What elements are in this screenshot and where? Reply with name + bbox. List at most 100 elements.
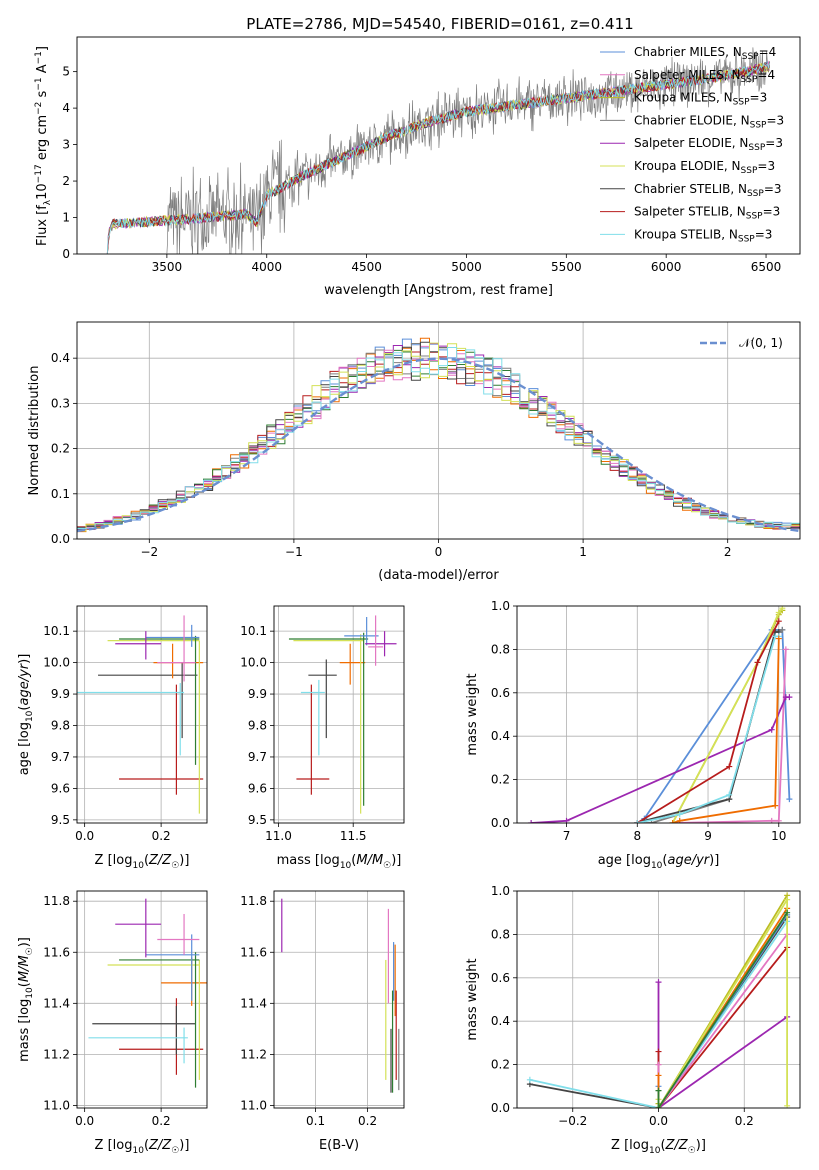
errorbar-point xyxy=(145,624,200,647)
y-axis-label: mass [log10(M/M☉)] xyxy=(17,937,35,1062)
legend-entry: Kroupa MILES, NSSP=3 xyxy=(634,91,767,108)
x-tick-label: 0.2 xyxy=(358,1114,377,1128)
model-spectrum xyxy=(106,62,770,254)
x-tick-label: 6500 xyxy=(751,260,782,274)
line-marker xyxy=(775,635,782,642)
line-series xyxy=(636,629,791,823)
line-series xyxy=(671,607,783,823)
panel-age-vs-mass: 11.0 11.5 9.5 9.6 9.7 9.8 9.9 10.0 10.1 mass [log… xyxy=(240,605,405,871)
plot-area xyxy=(77,337,800,533)
errorbar-point xyxy=(98,662,198,739)
x-tick-label: 5500 xyxy=(551,260,582,274)
panel-mass-weight-vs-age: 7 8 9 10 0.0 0.2 0.4 0.6 0.8 1.0 age [log10(age/yr… xyxy=(465,599,801,871)
legend-entry: Kroupa STELIB, NSSP=3 xyxy=(634,227,772,244)
plot-area xyxy=(526,892,791,1108)
panel-residuals: −2 −1 0 1 2 0.0 0.1 0.2 0.3 0.4 (data-model)/error… xyxy=(27,321,801,583)
errorbar-point xyxy=(119,952,200,1088)
line-series xyxy=(657,982,788,1108)
y-tick-label: 11.0 xyxy=(240,1098,267,1112)
y-tick-label: 0.4 xyxy=(51,351,70,365)
y-tick-label: 0.0 xyxy=(491,1101,510,1115)
errorbar-point xyxy=(115,631,162,660)
line-marker xyxy=(655,979,662,986)
y-tick-label: 4 xyxy=(62,101,70,115)
y-tick-label: 0.2 xyxy=(51,442,70,456)
axes-frame xyxy=(273,605,405,824)
y-axis-label: mass weight xyxy=(465,958,480,1040)
plot-area xyxy=(528,606,793,823)
x-tick-label: 4000 xyxy=(251,260,282,274)
y-tick-label: 10.0 xyxy=(43,656,70,670)
x-tick-label: 0.2 xyxy=(152,829,171,843)
y-tick-label: 11.2 xyxy=(240,1047,267,1061)
line-series xyxy=(636,620,780,823)
model-spectrum xyxy=(106,62,770,254)
line-marker xyxy=(655,1048,662,1055)
y-tick-label: 3 xyxy=(62,138,70,152)
legend-entry: 𝒩(0, 1) xyxy=(739,336,783,350)
y-tick-label: 0 xyxy=(62,247,70,261)
line-marker xyxy=(655,1105,662,1108)
errorbar-point xyxy=(145,934,200,1001)
line-series xyxy=(531,696,790,823)
line-marker xyxy=(782,646,789,653)
y-tick-label: 9.8 xyxy=(51,719,70,733)
y-tick-label: 2 xyxy=(62,174,70,188)
errorbar-point xyxy=(365,631,397,657)
legend-entry: Chabrier ELODIE, NSSP=3 xyxy=(634,113,784,130)
line-marker xyxy=(786,796,793,803)
plot-area xyxy=(77,615,204,814)
line-marker xyxy=(784,909,791,916)
x-tick-label: 7 xyxy=(563,829,571,843)
y-axis-label: Normed distribution xyxy=(27,366,42,496)
y-axis-label: Flux [fλ10−17 erg cm−2 s−1 A−1] xyxy=(34,46,53,246)
x-tick-label: 0.0 xyxy=(75,829,94,843)
y-tick-label: 0.0 xyxy=(51,532,70,546)
line-marker xyxy=(676,811,683,818)
y-tick-label: 0.8 xyxy=(491,927,510,941)
figure-title: PLATE=2786, MJD=54540, FIBERID=0161, z=0… xyxy=(246,15,633,33)
line-marker xyxy=(772,802,779,809)
y-tick-label: 11.6 xyxy=(240,945,267,959)
x-tick-label: 11.5 xyxy=(340,829,367,843)
line-series xyxy=(529,920,788,1108)
line-marker xyxy=(528,820,535,823)
y-tick-label: 10.0 xyxy=(240,656,267,670)
errorbar-point xyxy=(157,615,196,682)
errorbar-point xyxy=(119,635,200,765)
y-tick-label: 9.5 xyxy=(248,813,267,827)
errorbar-point xyxy=(92,1005,196,1055)
x-tick-label: 11.0 xyxy=(265,829,292,843)
x-tick-label: 0.2 xyxy=(152,1114,171,1128)
errorbar-point xyxy=(344,617,379,646)
errorbar-point xyxy=(300,679,325,756)
line-marker xyxy=(754,659,761,666)
y-tick-label: 0.8 xyxy=(491,642,510,656)
plot-area xyxy=(106,47,770,254)
x-tick-label: 2 xyxy=(724,545,732,559)
panel-mass-vs-ebv: 0.1 0.2 11.0 11.2 11.4 11.6 11.8 E(B-V) xyxy=(240,890,405,1153)
x-tick-label: 8 xyxy=(633,829,641,843)
line-marker xyxy=(655,1061,662,1068)
y-tick-label: 0.2 xyxy=(491,1058,510,1072)
panel-mass-vs-z: 0.0 0.2 11.0 11.2 11.4 11.6 11.8 Z [log10(Z/Z☉)… xyxy=(17,890,208,1156)
line-marker xyxy=(784,896,791,903)
legend: Chabrier MILES, NSSP=4 Salpeter MILES, NS… xyxy=(600,45,784,244)
model-spectrum xyxy=(106,61,770,254)
y-tick-label: 10.1 xyxy=(43,624,70,638)
errorbar-point xyxy=(88,1027,188,1064)
legend-entry: Kroupa ELODIE, NSSP=3 xyxy=(634,159,775,176)
errorbar-point xyxy=(368,615,384,666)
line-marker xyxy=(768,726,775,733)
line-marker xyxy=(786,694,793,701)
x-tick-label: −1 xyxy=(285,545,303,559)
x-axis-label: wavelength [Angstrom, rest frame] xyxy=(324,283,553,298)
errorbar-point xyxy=(296,684,330,795)
legend-entry: Chabrier STELIB, NSSP=3 xyxy=(634,182,782,199)
errorbar-point xyxy=(157,913,200,955)
y-tick-label: 11.8 xyxy=(240,894,267,908)
errorbar-point xyxy=(107,959,200,1080)
line-series xyxy=(657,946,788,1108)
y-tick-label: 0.4 xyxy=(491,729,510,743)
